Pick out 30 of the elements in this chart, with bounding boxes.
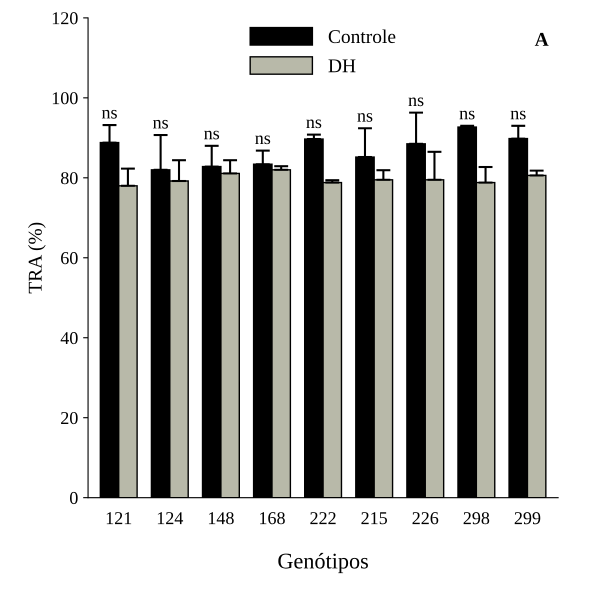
x-tick-label: 121 bbox=[106, 512, 132, 524]
annotation: ns bbox=[460, 110, 475, 120]
annotation: ns bbox=[204, 130, 220, 140]
x-tick-label: 298 bbox=[464, 512, 490, 524]
annotation: ns bbox=[102, 110, 117, 119]
annotation: ns bbox=[306, 119, 322, 128]
y-tick-label: 60 bbox=[61, 252, 78, 264]
x-tick-label: 215 bbox=[361, 512, 388, 524]
annotation: ns bbox=[357, 113, 372, 122]
y-tick-label: 20 bbox=[61, 412, 78, 424]
x-axis-title: Genótipos bbox=[278, 552, 368, 574]
x-tick-label: 226 bbox=[412, 512, 438, 524]
y-axis-title: TRA (%) bbox=[28, 222, 46, 294]
x-tick-label: 168 bbox=[260, 512, 285, 524]
annotation: ns bbox=[153, 120, 168, 129]
annotation: ns bbox=[408, 98, 424, 106]
x-tick-label: 222 bbox=[310, 512, 336, 524]
legend-label: Controle bbox=[328, 29, 396, 44]
annotation: ns bbox=[255, 135, 270, 144]
y-tick-label: 100 bbox=[52, 92, 78, 104]
y-tick-label: 40 bbox=[60, 332, 78, 344]
y-tick-label: 0 bbox=[70, 492, 78, 504]
x-tick-label: 124 bbox=[158, 512, 184, 524]
legend-label: DH bbox=[328, 59, 356, 72]
annotation: ns bbox=[510, 110, 526, 120]
x-tick-label: 148 bbox=[208, 512, 234, 524]
y-tick-label: 80 bbox=[60, 172, 78, 184]
annotation: A bbox=[534, 32, 549, 46]
y-tick-label: 120 bbox=[52, 12, 78, 24]
x-tick-label: 299 bbox=[514, 512, 540, 524]
